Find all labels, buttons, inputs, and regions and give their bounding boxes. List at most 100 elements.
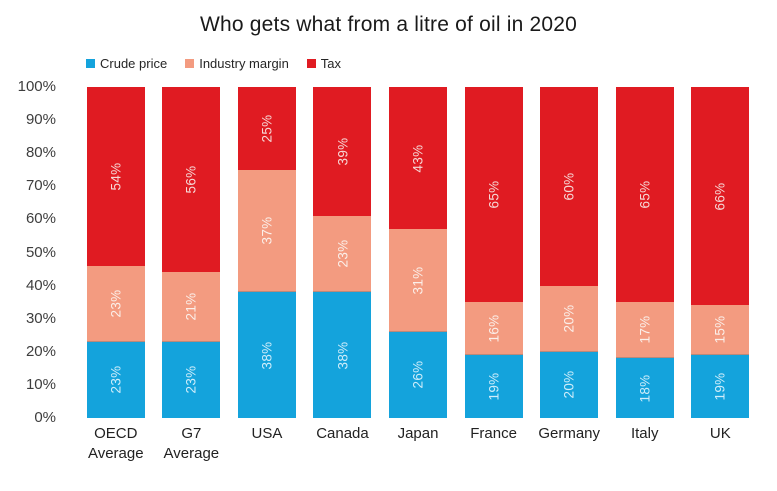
data-label-uk-crude-price: 19% bbox=[712, 372, 728, 401]
segment-france-crude-price: 19% bbox=[464, 355, 523, 418]
segment-uk-industry-margin: 15% bbox=[691, 305, 750, 356]
y-tick-10: 10% bbox=[25, 375, 56, 393]
legend-label-crude-price: Crude price bbox=[100, 56, 168, 71]
legend-swatch-crude-price bbox=[86, 59, 95, 68]
segment-g7-average-industry-margin: 21% bbox=[162, 272, 221, 342]
segment-usa-crude-price: 38% bbox=[237, 292, 296, 418]
data-label-usa-crude-price: 38% bbox=[259, 341, 275, 370]
data-label-canada-crude-price: 38% bbox=[334, 341, 350, 370]
data-label-germany-crude-price: 20% bbox=[561, 370, 577, 399]
legend-label-tax: Tax bbox=[320, 56, 342, 71]
stacked-bar-germany: 20% 20% 60% bbox=[540, 87, 599, 418]
segment-germany-crude-price: 20% bbox=[540, 351, 599, 418]
data-label-uk-industry-margin: 15% bbox=[712, 315, 728, 344]
y-tick-70: 70% bbox=[25, 177, 56, 195]
bar-column-japan: 26% 31% 43% bbox=[380, 87, 456, 418]
y-tick-30: 30% bbox=[25, 309, 56, 327]
x-axis: OECD Average G7 Average USA Canada Japan Fran… bbox=[78, 424, 758, 465]
stacked-bar-uk: 19% 15% 66% bbox=[691, 87, 750, 418]
y-tick-50: 50% bbox=[25, 243, 56, 261]
y-tick-90: 90% bbox=[25, 111, 56, 129]
segment-germany-industry-margin: 20% bbox=[540, 285, 599, 352]
data-label-usa-tax: 25% bbox=[259, 114, 275, 143]
data-label-japan-industry-margin: 31% bbox=[410, 266, 426, 295]
bar-column-g7-average: 23% 21% 56% bbox=[154, 87, 230, 418]
data-label-canada-tax: 39% bbox=[334, 137, 350, 166]
x-label-oecd-average: OECD Average bbox=[87, 425, 144, 463]
segment-canada-crude-price: 38% bbox=[313, 292, 372, 418]
x-label-germany: Germany bbox=[538, 425, 600, 442]
data-label-oecd-average-industry-margin: 23% bbox=[108, 289, 124, 318]
legend-swatch-industry-margin bbox=[185, 59, 195, 68]
x-label-uk: UK bbox=[709, 425, 731, 442]
x-label-usa: USA bbox=[251, 425, 283, 442]
data-label-italy-industry-margin: 17% bbox=[637, 315, 653, 344]
legend-item-crude-price: Crude price bbox=[86, 56, 167, 71]
x-label-italy: Italy bbox=[630, 425, 659, 442]
stacked-bar-oecd-average: 23% 23% 54% bbox=[86, 87, 145, 418]
y-tick-20: 20% bbox=[25, 342, 56, 360]
segment-japan-industry-margin: 31% bbox=[389, 229, 448, 332]
legend: Crude price Industry margin Tax bbox=[86, 56, 341, 71]
segment-uk-tax: 66% bbox=[691, 87, 750, 306]
data-label-usa-industry-margin: 37% bbox=[259, 216, 275, 245]
y-tick-40: 40% bbox=[25, 276, 56, 294]
segment-italy-crude-price: 18% bbox=[615, 358, 674, 418]
y-tick-100: 100% bbox=[17, 78, 56, 95]
segment-italy-industry-margin: 17% bbox=[615, 302, 674, 359]
data-label-oecd-average-tax: 54% bbox=[108, 162, 124, 191]
segment-canada-tax: 39% bbox=[313, 87, 372, 217]
segment-italy-tax: 65% bbox=[615, 87, 674, 303]
stacked-bar-g7-average: 23% 21% 56% bbox=[162, 87, 221, 418]
segment-oecd-average-tax: 54% bbox=[86, 87, 145, 266]
segment-germany-tax: 60% bbox=[540, 87, 599, 286]
segment-g7-average-tax: 56% bbox=[162, 87, 221, 273]
segment-oecd-average-crude-price: 23% bbox=[86, 341, 145, 418]
segment-japan-crude-price: 26% bbox=[389, 331, 448, 418]
x-label-japan: Japan bbox=[397, 425, 439, 442]
data-label-japan-tax: 43% bbox=[410, 144, 426, 173]
x-label-g7-average: G7 Average bbox=[163, 425, 220, 463]
segment-france-industry-margin: 16% bbox=[464, 302, 523, 356]
legend-item-industry-margin: Industry margin bbox=[185, 56, 289, 71]
bar-column-oecd-average: 23% 23% 54% bbox=[78, 87, 154, 418]
stacked-bar-france: 19% 16% 65% bbox=[464, 87, 523, 418]
bar-column-canada: 38% 23% 39% bbox=[305, 87, 381, 418]
segment-usa-industry-margin: 37% bbox=[237, 169, 296, 293]
y-tick-60: 60% bbox=[25, 210, 56, 228]
stacked-bar-italy: 18% 17% 65% bbox=[615, 87, 674, 418]
y-axis: 0% 10% 20% 30% 40% 50% 60% 70% 80% 90% 100% bbox=[0, 0, 56, 491]
legend-label-industry-margin: Industry margin bbox=[199, 56, 289, 71]
bar-column-germany: 20% 20% 60% bbox=[531, 87, 607, 418]
data-label-uk-tax: 66% bbox=[712, 182, 728, 211]
data-label-germany-tax: 60% bbox=[561, 172, 577, 201]
data-label-germany-industry-margin: 20% bbox=[561, 304, 577, 333]
data-label-france-tax: 65% bbox=[486, 180, 502, 209]
segment-japan-tax: 43% bbox=[389, 87, 448, 230]
segment-usa-tax: 25% bbox=[237, 87, 296, 170]
data-label-france-crude-price: 19% bbox=[486, 372, 502, 401]
segment-france-tax: 65% bbox=[464, 87, 523, 303]
legend-swatch-tax bbox=[306, 59, 316, 68]
legend-item-tax: Tax bbox=[306, 56, 342, 71]
segment-canada-industry-margin: 23% bbox=[313, 216, 372, 293]
segment-oecd-average-industry-margin: 23% bbox=[86, 265, 145, 342]
data-label-g7-average-crude-price: 23% bbox=[183, 365, 199, 394]
segment-uk-crude-price: 19% bbox=[691, 355, 750, 418]
stacked-bar-canada: 38% 23% 39% bbox=[313, 87, 372, 418]
data-label-japan-crude-price: 26% bbox=[410, 361, 426, 389]
bar-column-france: 19% 16% 65% bbox=[456, 87, 532, 418]
plot-area: 23% 23% 54% 23% 21% 56% 38% 37% 25% 38% 23% 39% 26% 3… bbox=[78, 87, 758, 418]
stacked-bar-usa: 38% 37% 25% bbox=[237, 87, 296, 418]
y-tick-80: 80% bbox=[25, 144, 56, 162]
bar-column-italy: 18% 17% 65% bbox=[607, 87, 683, 418]
stacked-bar-japan: 26% 31% 43% bbox=[389, 87, 448, 418]
bar-column-uk: 19% 15% 66% bbox=[683, 87, 759, 418]
data-label-oecd-average-crude-price: 23% bbox=[108, 365, 124, 394]
x-label-canada: Canada bbox=[316, 425, 369, 442]
data-label-italy-tax: 65% bbox=[637, 180, 653, 209]
chart-title: Who gets what from a litre of oil in 202… bbox=[199, 13, 578, 36]
segment-g7-average-crude-price: 23% bbox=[162, 341, 221, 418]
x-label-france: France bbox=[470, 425, 517, 442]
